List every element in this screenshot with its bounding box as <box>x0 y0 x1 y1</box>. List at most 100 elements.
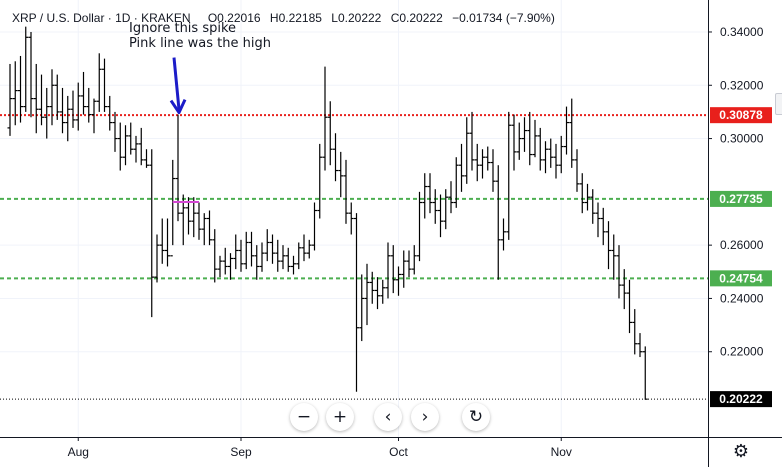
ohlc-bar <box>259 242 265 272</box>
x-tick-label: Nov <box>551 445 572 459</box>
ohlc-bar <box>291 255 296 275</box>
ohlc-bar <box>301 234 307 262</box>
ohlc-bar <box>159 218 165 264</box>
ohlc-bar <box>338 151 344 198</box>
ohlc-bar <box>81 71 86 115</box>
ohlc-bar <box>564 106 569 155</box>
ohlc-bar <box>569 98 575 168</box>
ohlc-bar <box>406 250 412 278</box>
ohlc-bar <box>401 250 407 288</box>
ohlc-bar <box>243 231 249 270</box>
ohlc-bar <box>123 125 128 166</box>
ohlc-bar <box>233 234 239 270</box>
zoom-in-button[interactable]: + <box>326 403 354 431</box>
ohlc-bar <box>422 173 428 219</box>
zoom-out-button[interactable]: − <box>290 403 318 431</box>
ohlc-bar <box>296 242 302 270</box>
ohlc-bar <box>86 87 92 123</box>
ohlc-bar <box>537 127 543 171</box>
price-label-text: 0.30878 <box>719 108 763 122</box>
annotation-arrow-head <box>169 98 187 115</box>
ohlc-bar <box>448 181 454 214</box>
ohlc-bar <box>627 279 632 334</box>
price-label-text: 0.27735 <box>719 192 763 206</box>
ohlc-bar <box>343 159 349 224</box>
ohlc-bar <box>133 135 139 163</box>
change-value: −0.01734 (−7.90%) <box>452 11 555 25</box>
ohlc-bar <box>107 95 113 131</box>
ohlc-bar <box>212 229 218 283</box>
ohlc-bar <box>396 266 401 296</box>
ohlc-bar <box>312 202 317 251</box>
ohlc-bar <box>44 87 50 139</box>
price-label-box <box>710 190 772 207</box>
annotation-line-2: Pink line was the high <box>129 36 271 51</box>
ohlc-bar <box>222 247 228 275</box>
ohlc-bar <box>375 277 380 310</box>
ohlc-bar <box>490 149 496 192</box>
ohlc-bar <box>553 143 559 179</box>
close-value: C0.20222 <box>390 11 443 25</box>
ohlc-bar <box>516 122 522 160</box>
ohlc-bar <box>39 74 44 126</box>
ohlc-bar <box>385 242 391 299</box>
scroll-right-button[interactable]: › <box>411 403 439 431</box>
ohlc-bar <box>60 87 65 134</box>
price-label-text: 0.20222 <box>719 392 763 406</box>
gear-icon[interactable]: ⚙ <box>732 440 750 462</box>
ohlc-bar <box>469 111 475 171</box>
ohlc-bar <box>149 149 155 318</box>
x-tick-label: Oct <box>389 445 408 459</box>
ohlc-bar <box>112 111 118 152</box>
ohlc-bar <box>574 149 580 192</box>
reset-chart-button[interactable]: ↻ <box>462 403 490 431</box>
price-label: 0.24754 <box>710 270 772 287</box>
ohlc-bar <box>317 143 323 219</box>
ohlc-bar <box>191 197 197 238</box>
ohlc-bar <box>70 90 76 128</box>
scroll-left-button[interactable]: ‹ <box>374 403 402 431</box>
ohlc-bar <box>438 194 443 238</box>
horizontal-price-lines <box>0 114 708 400</box>
ohlc-bar <box>128 122 134 155</box>
ohlc-bar <box>621 269 627 310</box>
ohlc-bar <box>453 157 459 208</box>
price-labels: 0.30878 0.27735 0.24754 0.20222 <box>710 107 772 408</box>
ohlc-bar <box>23 26 29 112</box>
ohlc-bar <box>96 53 102 112</box>
ohlc-bar <box>637 333 643 358</box>
y-tick-label: 0.22000 <box>720 345 764 359</box>
price-label-box <box>710 270 772 287</box>
ohlc-bar <box>54 74 60 120</box>
price-label: 0.27735 <box>710 190 772 207</box>
symbol-legend: XRP / U.S. Dollar · 1D · KRAKEN O0.22016… <box>12 11 555 25</box>
ohlc-bar <box>480 149 485 179</box>
ohlc-bar <box>369 271 375 304</box>
ohlc-bar <box>616 245 622 299</box>
ohlc-bar <box>532 119 538 158</box>
ohlc-bar <box>511 114 517 171</box>
symbol-title: XRP / U.S. Dollar · 1D · KRAKEN <box>12 11 191 25</box>
ohlc-bar <box>558 135 564 174</box>
ohlc-bar <box>144 149 149 168</box>
ohlc-bar <box>390 245 396 294</box>
ohlc-bar <box>359 274 365 342</box>
ohlc-bar <box>348 202 354 235</box>
ohlc-bar <box>275 239 281 272</box>
ohlc-bar <box>306 239 312 259</box>
ohlc-bar <box>600 207 606 246</box>
ohlc-bar <box>264 229 270 262</box>
ohlc-bar <box>485 146 491 171</box>
ohlc-bar <box>548 138 554 168</box>
y-tick-label: 0.34000 <box>720 25 764 39</box>
price-label: 0.20222 <box>710 391 772 408</box>
price-scale-handle[interactable] <box>775 93 782 115</box>
ohlc-bar <box>506 111 512 240</box>
ohlc-bar <box>7 63 13 136</box>
ohlc-bar <box>322 66 328 171</box>
ohlc-bar <box>201 213 207 246</box>
ohlc-bar <box>196 202 202 240</box>
ohlc-bar <box>474 143 480 182</box>
ohlc-bar <box>175 114 181 222</box>
